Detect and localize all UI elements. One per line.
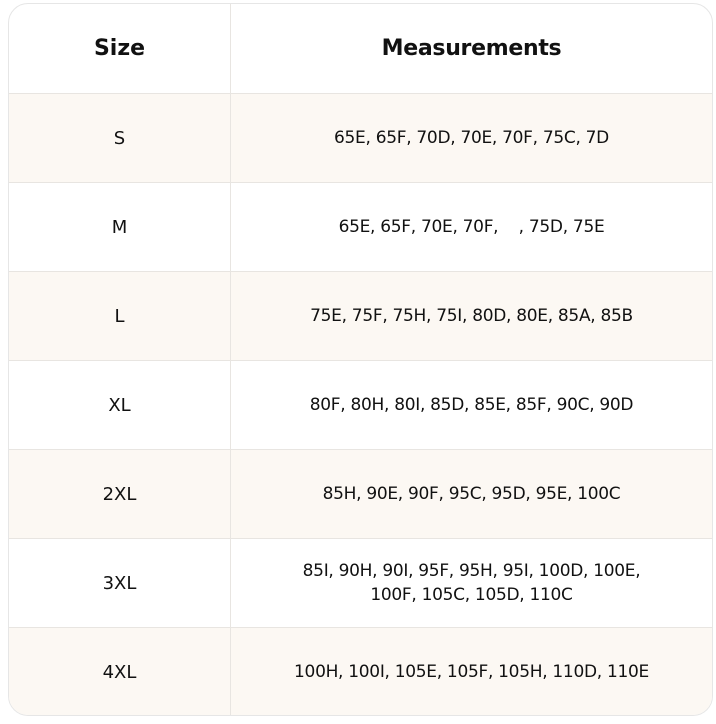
- size-cell: 3XL: [9, 539, 231, 627]
- table-header: Size Measurements: [9, 4, 712, 93]
- size-cell: XL: [9, 361, 231, 449]
- measurements-cell: 80F, 80H, 80I, 85D, 85E, 85F, 90C, 90D: [309, 395, 634, 415]
- measurements-cell: 75E, 75F, 75H, 75I, 80D, 80E, 85A, 85B: [310, 306, 633, 326]
- table-row: M 65E, 65F, 70E, 70F, , 75D, 75E: [9, 182, 712, 271]
- size-chart-table: Size Measurements S 65E, 65F, 70D, 70E, …: [8, 3, 713, 716]
- size-cell: S: [9, 94, 231, 182]
- header-measurements: Measurements: [381, 35, 562, 61]
- header-size: Size: [9, 4, 231, 93]
- measurements-cell: 65E, 65F, 70E, 70F, , 75D, 75E: [338, 217, 605, 237]
- table-row: S 65E, 65F, 70D, 70E, 70F, 75C, 7D: [9, 93, 712, 182]
- measurements-cell: 85I, 90H, 90I, 95F, 95H, 95I, 100D, 100E…: [302, 561, 641, 605]
- table-row: 3XL 85I, 90H, 90I, 95F, 95H, 95I, 100D, …: [9, 538, 712, 627]
- measurements-cell: 100H, 100I, 105E, 105F, 105H, 110D, 110E: [294, 662, 649, 682]
- measurements-cell: 65E, 65F, 70D, 70E, 70F, 75C, 7D: [334, 128, 609, 148]
- size-cell: 4XL: [9, 628, 231, 715]
- size-cell: 2XL: [9, 450, 231, 538]
- size-cell: L: [9, 272, 231, 360]
- table-row: 2XL 85H, 90E, 90F, 95C, 95D, 95E, 100C: [9, 449, 712, 538]
- table-row: 4XL 100H, 100I, 105E, 105F, 105H, 110D, …: [9, 627, 712, 715]
- table-row: XL 80F, 80H, 80I, 85D, 85E, 85F, 90C, 90…: [9, 360, 712, 449]
- size-cell: M: [9, 183, 231, 271]
- measurements-cell: 85H, 90E, 90F, 95C, 95D, 95E, 100C: [322, 484, 621, 504]
- table-row: L 75E, 75F, 75H, 75I, 80D, 80E, 85A, 85B: [9, 271, 712, 360]
